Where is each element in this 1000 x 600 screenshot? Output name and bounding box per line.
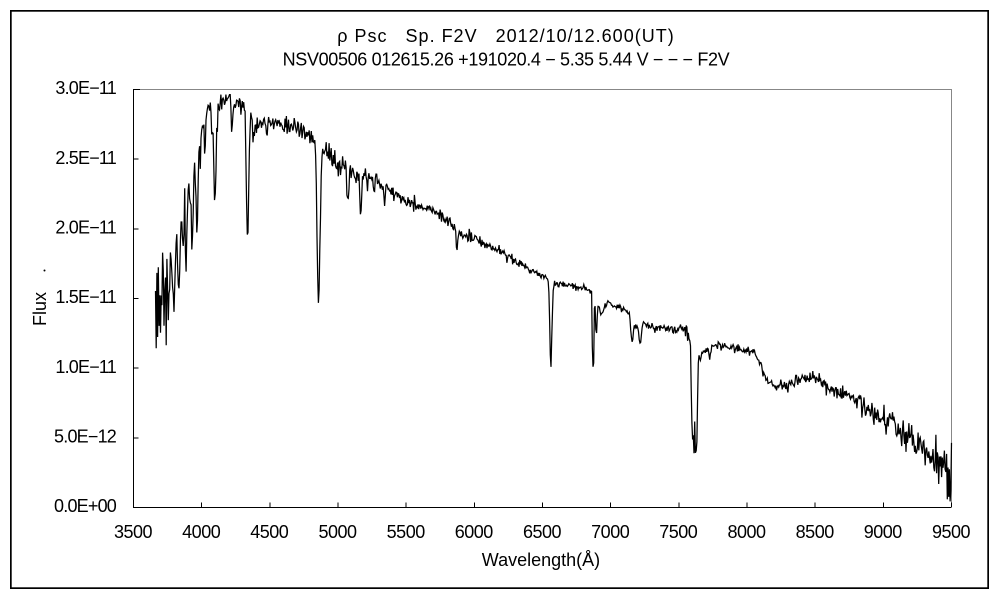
svg-text:7500: 7500 [659,522,698,542]
svg-text:3.0E−11: 3.0E−11 [55,78,116,98]
svg-text:9000: 9000 [864,522,903,542]
svg-text:2.5E−11: 2.5E−11 [55,148,116,168]
svg-text:4500: 4500 [250,522,289,542]
svg-text:6000: 6000 [455,522,494,542]
svg-text:1.5E−11: 1.5E−11 [55,287,116,307]
svg-text:3500: 3500 [114,522,153,542]
svg-text:5000: 5000 [318,522,357,542]
svg-text:Wavelength(Å): Wavelength(Å) [482,550,600,570]
svg-text:5.0E−12: 5.0E−12 [54,427,117,447]
svg-text:ρ Psc Sp. F2V 2012/10/12.6: ρ Psc Sp. F2V 2012/10/12.600(UT) [337,26,674,46]
svg-text:4000: 4000 [182,522,221,542]
svg-text:1.0E−11: 1.0E−11 [55,357,116,377]
svg-text:9500: 9500 [932,522,971,542]
svg-text:8500: 8500 [796,522,835,542]
svg-text:7000: 7000 [591,522,630,542]
svg-text:2.0E−11: 2.0E−11 [55,218,116,238]
svg-text:0.0E+00: 0.0E+00 [54,496,117,516]
svg-text:6500: 6500 [523,522,562,542]
svg-text:Flux: Flux [30,292,50,326]
svg-text:NSV00506 012615.26 +191020.4 −: NSV00506 012615.26 +191020.4 − 5.35 5.44… [283,50,730,70]
svg-text:8000: 8000 [727,522,766,542]
svg-text:5500: 5500 [387,522,426,542]
